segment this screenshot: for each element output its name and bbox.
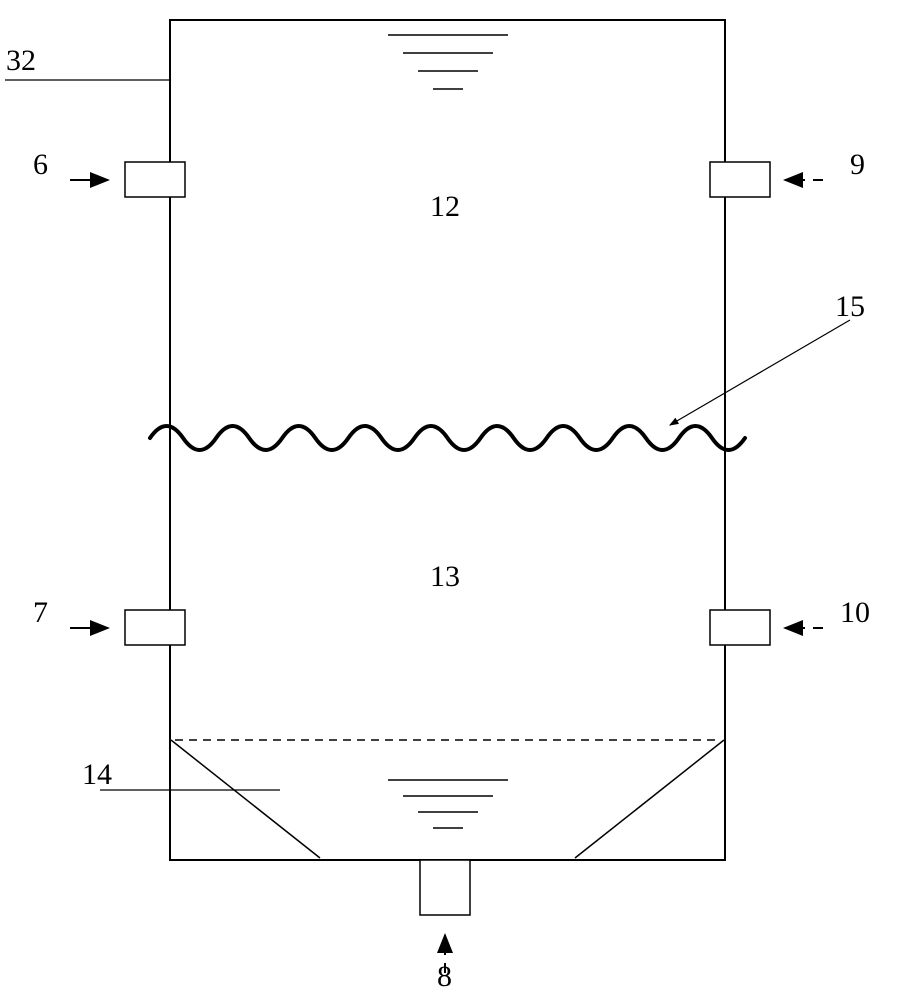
port-right_top bbox=[710, 162, 770, 197]
port-right_bot bbox=[710, 610, 770, 645]
funnel-right bbox=[575, 740, 724, 858]
leader-15 bbox=[670, 320, 850, 425]
label-32: 32 bbox=[6, 44, 36, 78]
label-9: 9 bbox=[850, 148, 865, 182]
port-left_top bbox=[125, 162, 185, 197]
diagram-svg bbox=[0, 0, 905, 1000]
label-13: 13 bbox=[430, 560, 460, 594]
label-10: 10 bbox=[840, 596, 870, 630]
wavy-separator bbox=[150, 426, 745, 450]
label-15: 15 bbox=[835, 290, 865, 324]
label-7: 7 bbox=[33, 596, 48, 630]
funnel-left bbox=[171, 740, 320, 858]
port-left_bot bbox=[125, 610, 185, 645]
label-12: 12 bbox=[430, 190, 460, 224]
label-6: 6 bbox=[33, 148, 48, 182]
port-bottom bbox=[420, 860, 470, 915]
label-8: 8 bbox=[437, 960, 452, 994]
label-14: 14 bbox=[82, 758, 112, 792]
